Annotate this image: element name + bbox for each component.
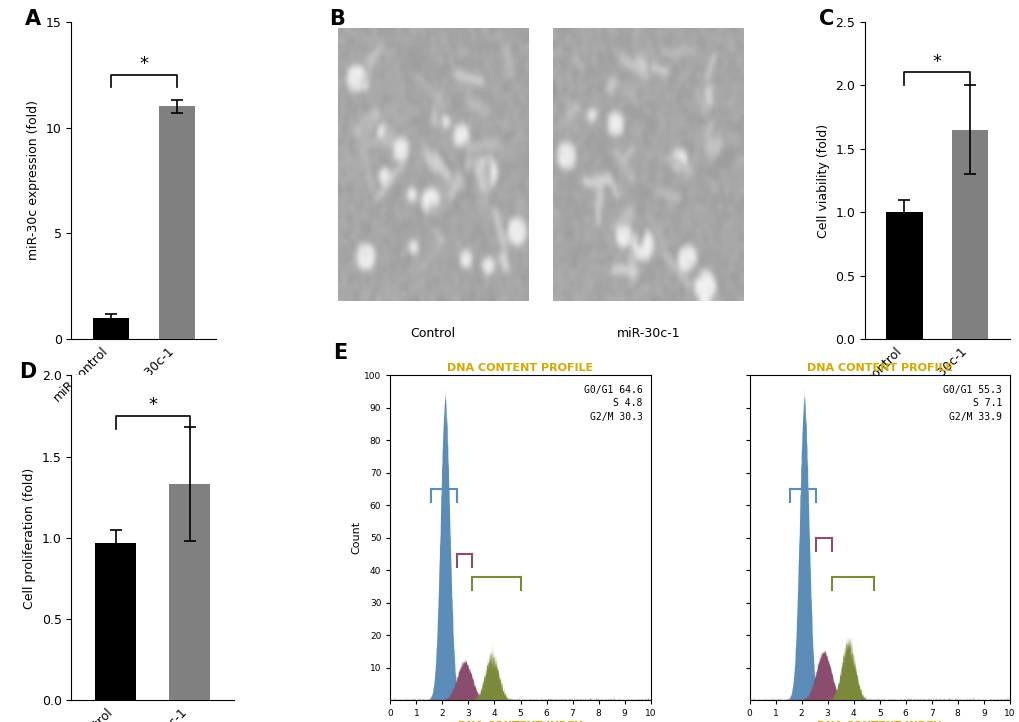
Text: *: *	[148, 396, 157, 414]
Bar	[93, 318, 129, 339]
Bar	[951, 130, 987, 339]
Text: G0/G1 55.3
S 7.1
G2/M 33.9: G0/G1 55.3 S 7.1 G2/M 33.9	[943, 386, 1001, 422]
Text: B: B	[329, 9, 345, 29]
Bar	[169, 484, 210, 700]
Text: *: *	[932, 53, 941, 71]
Text: miR-30c-1: miR-30c-1	[615, 326, 680, 339]
Title: DNA CONTENT PROFILE: DNA CONTENT PROFILE	[806, 363, 952, 373]
Text: D: D	[19, 362, 37, 383]
Text: E: E	[333, 343, 347, 363]
Y-axis label: Cell viability (fold): Cell viability (fold)	[816, 123, 828, 238]
Y-axis label: Cell proliferation (fold): Cell proliferation (fold)	[23, 467, 36, 609]
X-axis label: DNA CONTENT INDEX: DNA CONTENT INDEX	[816, 721, 941, 722]
Y-axis label: miR-30c expression (fold): miR-30c expression (fold)	[28, 100, 40, 261]
Y-axis label: Count: Count	[351, 521, 361, 554]
Text: A: A	[25, 9, 41, 29]
Text: G0/G1 64.6
S 4.8
G2/M 30.3: G0/G1 64.6 S 4.8 G2/M 30.3	[584, 386, 642, 422]
Text: Control: Control	[410, 326, 455, 339]
Text: C: C	[817, 9, 833, 29]
Bar	[886, 212, 921, 339]
Text: *: *	[140, 55, 148, 73]
X-axis label: DNA CONTENT INDEX: DNA CONTENT INDEX	[458, 721, 582, 722]
Bar	[159, 106, 195, 339]
Bar	[96, 543, 136, 700]
Title: DNA CONTENT PROFILE: DNA CONTENT PROFILE	[447, 363, 593, 373]
